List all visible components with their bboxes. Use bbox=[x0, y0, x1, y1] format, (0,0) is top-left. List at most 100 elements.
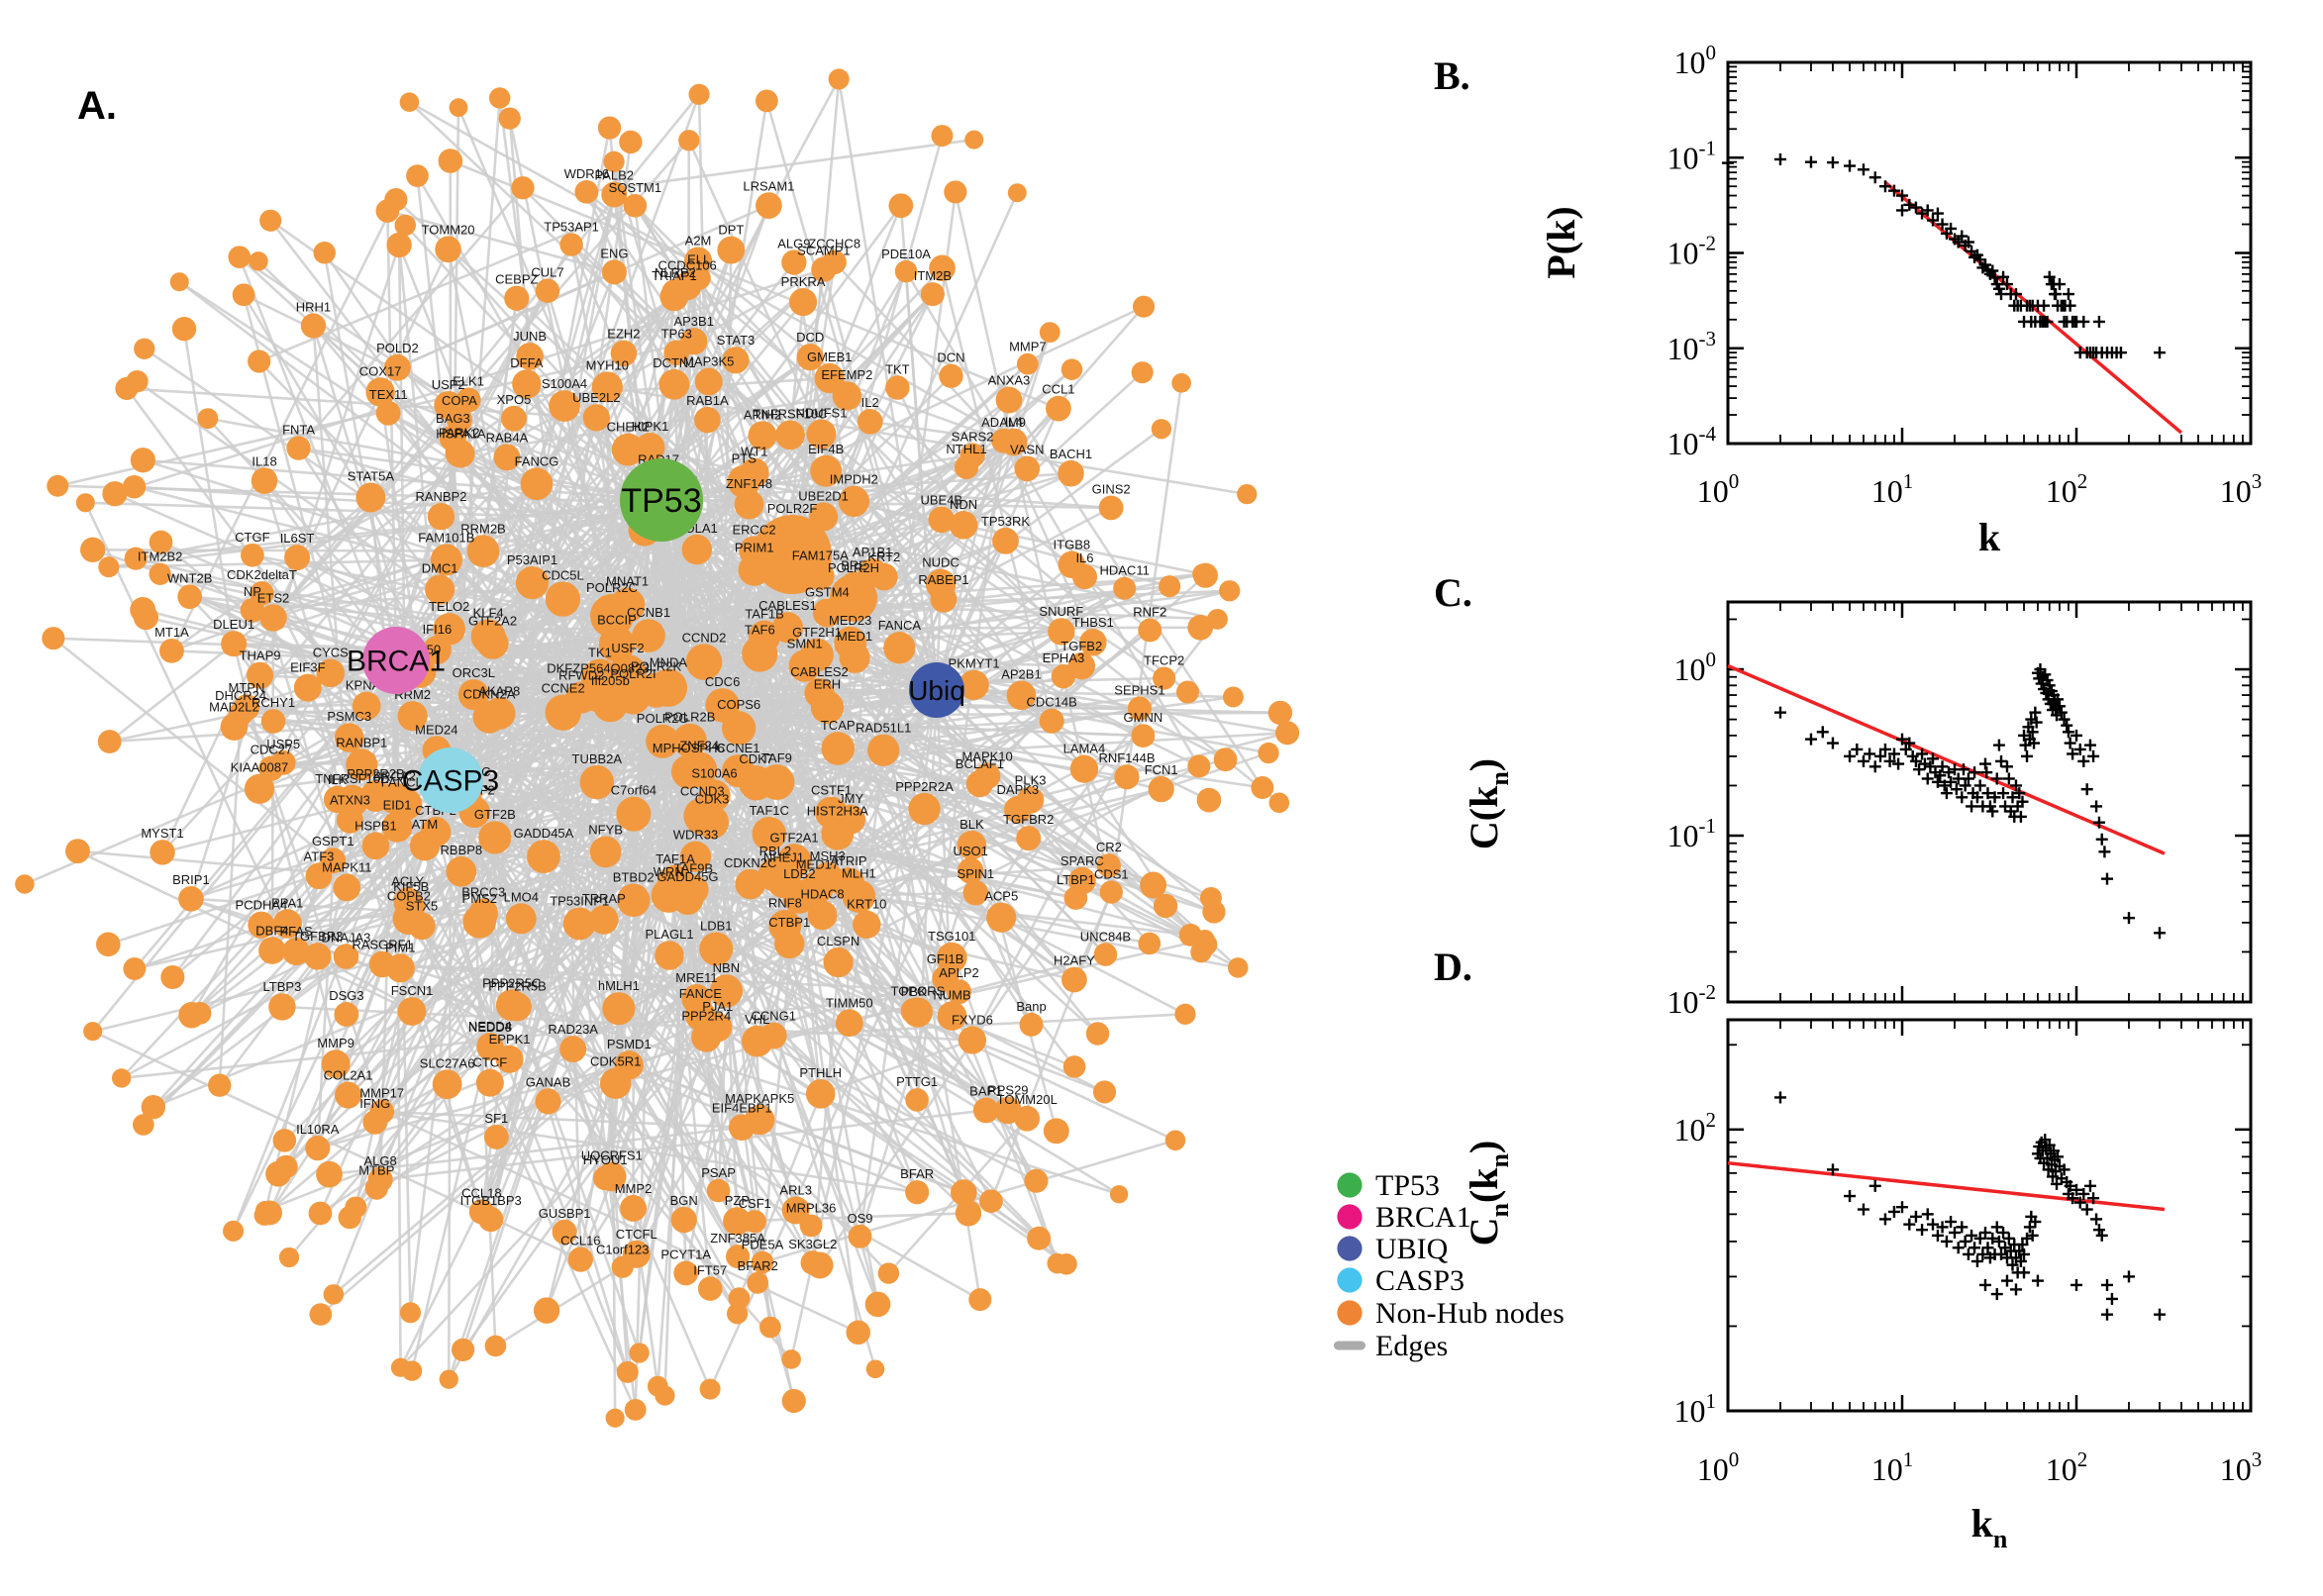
network-node bbox=[559, 1036, 587, 1063]
network-node bbox=[995, 386, 1023, 414]
network-node bbox=[805, 561, 835, 591]
network-node bbox=[98, 556, 120, 578]
network-node-label: DNAJA3 bbox=[322, 930, 371, 945]
network-node bbox=[823, 947, 854, 978]
network-node bbox=[697, 1276, 723, 1301]
network-node bbox=[1006, 680, 1037, 711]
network-node-label: UBE2L2 bbox=[572, 390, 620, 405]
network-edge bbox=[659, 205, 770, 501]
network-node-label: EPPK1 bbox=[489, 1032, 531, 1047]
network-node-label: FCN1 bbox=[1145, 762, 1178, 777]
network-edge bbox=[408, 101, 678, 354]
network-node-label: GTF2A2 bbox=[468, 614, 517, 629]
network-node-label: EID1 bbox=[383, 798, 412, 813]
network-edge bbox=[632, 1208, 659, 1387]
network-edge bbox=[896, 386, 965, 526]
network-node bbox=[399, 92, 420, 112]
network-node bbox=[973, 762, 1001, 790]
network-node-label: HYOU1 bbox=[583, 1152, 628, 1167]
network-node bbox=[208, 1073, 232, 1097]
network-node bbox=[1016, 352, 1039, 375]
network-node-label: CDS1 bbox=[1094, 866, 1129, 881]
network-node bbox=[1046, 395, 1071, 422]
network-node bbox=[1174, 1003, 1196, 1025]
network-node bbox=[1151, 419, 1172, 440]
network-node bbox=[365, 377, 395, 407]
network-node bbox=[751, 1250, 774, 1274]
network-node bbox=[221, 631, 248, 657]
network-edge bbox=[258, 204, 636, 363]
y-tick-label: 10-1 bbox=[1667, 814, 1717, 853]
network-node bbox=[812, 598, 842, 628]
network-node-label: MMP7 bbox=[1009, 340, 1047, 354]
network-node-label: TIMM50 bbox=[826, 995, 873, 1010]
network-node bbox=[1079, 629, 1107, 656]
network-node-label: BRE bbox=[841, 557, 867, 572]
network-node-label: MNAT1 bbox=[606, 574, 649, 589]
network-node-label: RRM2B bbox=[460, 521, 506, 536]
panel-d-label: D. bbox=[1434, 945, 1472, 989]
network-node-label: CR2 bbox=[1096, 840, 1122, 854]
network-node bbox=[406, 164, 429, 187]
network-node bbox=[694, 406, 721, 434]
network-node bbox=[272, 1129, 297, 1152]
network-node-label: COL2A1 bbox=[324, 1068, 373, 1083]
network-edge bbox=[697, 94, 716, 796]
network-node-label: PRKRA bbox=[781, 274, 826, 289]
network-node bbox=[902, 997, 934, 1028]
network-node bbox=[124, 547, 148, 570]
network-node-label: AP3B1 bbox=[673, 314, 713, 329]
network-node-label: ERH bbox=[814, 677, 841, 692]
network-node bbox=[432, 1069, 462, 1100]
network-node bbox=[313, 242, 336, 264]
network-edge bbox=[240, 589, 1230, 716]
network-node bbox=[905, 1180, 930, 1205]
network-node bbox=[953, 1182, 974, 1204]
network-node-label: DAPK3 bbox=[997, 782, 1040, 797]
legend-item-tp53: TP53 bbox=[1337, 1169, 1440, 1202]
hub-node-brca1 bbox=[362, 627, 430, 694]
network-node bbox=[936, 942, 967, 973]
network-node-label: TEX11 bbox=[369, 387, 408, 402]
network-node-label: CUL7 bbox=[531, 264, 563, 279]
network-node-label: XPO5 bbox=[497, 392, 532, 407]
network-node-label: IFNG bbox=[359, 1096, 390, 1111]
network-edge bbox=[595, 417, 993, 1202]
network-node bbox=[390, 1357, 411, 1377]
network-edge bbox=[399, 293, 935, 1368]
network-node bbox=[1164, 1130, 1186, 1151]
network-node bbox=[670, 1206, 697, 1234]
network-node-label: GTF2B bbox=[474, 807, 516, 822]
network-node-label: COPS6 bbox=[717, 697, 760, 712]
network-node bbox=[178, 1001, 205, 1029]
network-node bbox=[620, 1194, 648, 1222]
network-edge bbox=[481, 194, 616, 914]
network-node-label: ILK bbox=[328, 772, 348, 787]
network-node bbox=[545, 581, 581, 617]
network-node bbox=[533, 1297, 560, 1324]
y-tick-label: 101 bbox=[1674, 1389, 1717, 1429]
network-node-label: ARL3 bbox=[779, 1182, 812, 1197]
network-node-label: COPA bbox=[442, 393, 477, 408]
network-node bbox=[303, 943, 332, 970]
network-edge bbox=[85, 501, 666, 522]
network-node-label: CHEK2 bbox=[607, 420, 650, 435]
network-node bbox=[1171, 372, 1191, 393]
network-node-label: TAF6 bbox=[745, 622, 775, 637]
network-node-label: MMP17 bbox=[359, 1086, 404, 1101]
network-node bbox=[728, 1114, 756, 1142]
network-node-label: PBK bbox=[901, 984, 927, 999]
network-node-label: IL2 bbox=[861, 395, 879, 410]
network-node-label: FAM101B bbox=[418, 530, 474, 545]
network-node bbox=[1048, 618, 1075, 646]
network-node bbox=[352, 691, 381, 721]
network-node-label: PZP bbox=[725, 1193, 750, 1208]
network-node-label: SNURF bbox=[1039, 604, 1083, 619]
network-node-label: MYH10 bbox=[586, 357, 629, 372]
network-node-label: POLR2C bbox=[586, 580, 638, 595]
network-node-label: TFCP2 bbox=[1144, 653, 1184, 668]
legend-item-edges: Edges bbox=[1334, 1330, 1448, 1362]
network-node-label: TAF1A bbox=[656, 851, 695, 866]
network-node-label: ATF3 bbox=[304, 848, 335, 863]
network-node bbox=[259, 604, 287, 632]
